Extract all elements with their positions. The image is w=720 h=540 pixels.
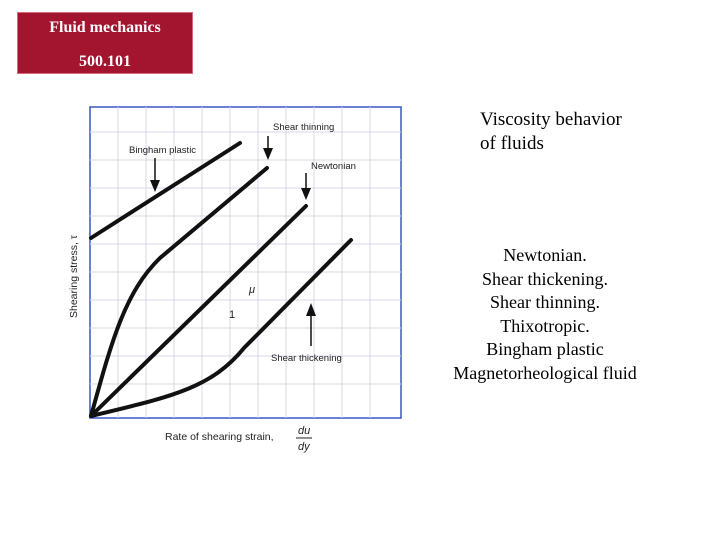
y-axis-label: Shearing stress, τ (68, 234, 80, 318)
fluid-type-item: Thixotropic. (500, 315, 590, 336)
slide-heading-line1: Viscosity behavior (480, 109, 622, 130)
newtonian-arrow (301, 173, 311, 200)
course-header-box: Fluid mechanics 500.101 (17, 12, 193, 74)
shear-thickening-arrow (306, 303, 316, 346)
shear-thinning-curve (89, 166, 269, 418)
x-axis-label: Rate of shearing strain, (165, 431, 274, 443)
bingham-plastic-curve (89, 141, 242, 240)
slide-heading: Viscosity behavior of fluids (480, 108, 622, 156)
fluid-type-item: Magnetorheological fluid (453, 362, 637, 383)
newtonian-curve (89, 204, 308, 418)
fluid-type-item: Shear thinning. (490, 292, 600, 312)
slope-unit-label: 1 (229, 309, 235, 321)
course-title: Fluid mechanics (49, 19, 161, 36)
shear-thickening-curve (89, 238, 353, 418)
shear-thinning-arrow (263, 136, 273, 160)
bingham-arrow (150, 158, 160, 192)
shear-thinning-label: Shear thinning (273, 122, 334, 133)
slide-heading-line2: of fluids (480, 133, 544, 154)
fluid-type-item: Shear thickening. (482, 268, 608, 289)
bingham-plastic-label: Bingham plastic (129, 145, 196, 156)
fluid-type-item: Bingham plastic (486, 339, 604, 359)
shear-thickening-label: Shear thickening (271, 353, 342, 364)
plot-grid (90, 107, 401, 418)
x-axis-fraction-numerator: du (298, 425, 310, 437)
course-code: 500.101 (79, 53, 131, 70)
fluid-type-item: Newtonian. (503, 245, 587, 265)
viscosity-diagram: Bingham plastic Shear thinning Newtonian… (68, 106, 402, 453)
newtonian-label: Newtonian (311, 161, 356, 172)
fluid-types-list: Newtonian. Shear thickening. Shear thinn… (410, 244, 680, 385)
x-axis-fraction-denominator: dy (298, 441, 311, 453)
slope-symbol-label: μ (248, 284, 255, 296)
